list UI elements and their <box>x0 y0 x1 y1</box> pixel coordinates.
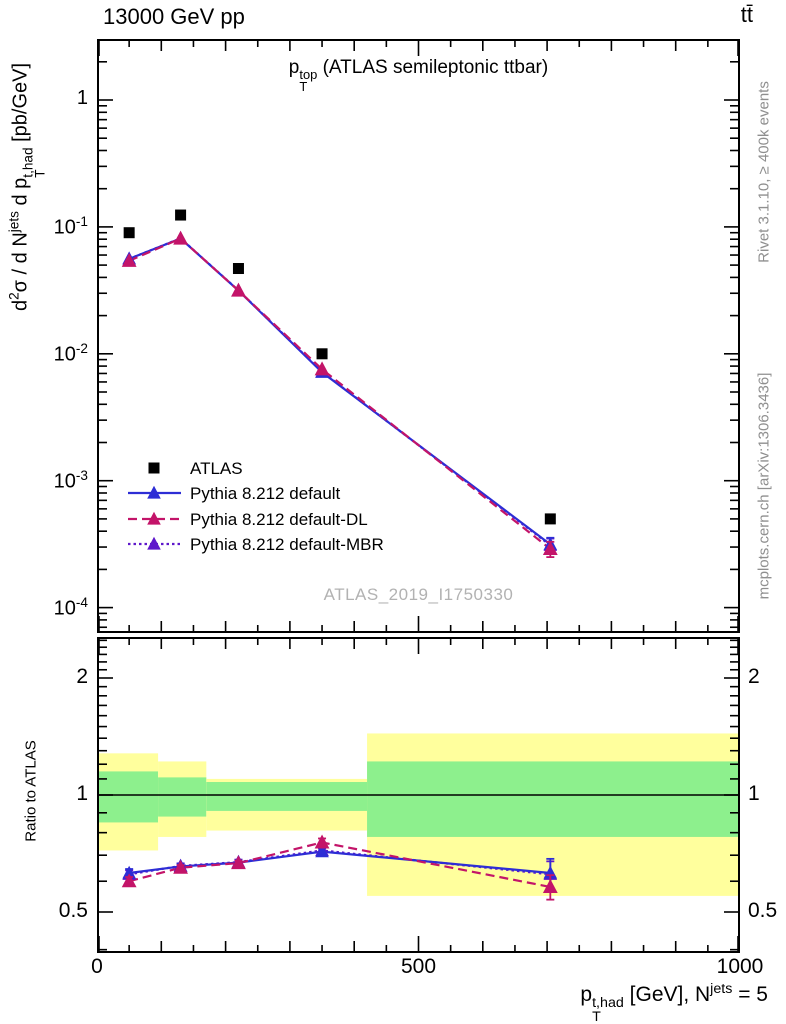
uncertainty-bands <box>97 733 740 896</box>
band-green <box>206 782 368 811</box>
ratio-plot-panel <box>97 637 740 953</box>
ratio-marker-pythia-8.212-default <box>315 844 329 858</box>
ratio-marker-pythia-8.212-default-dl <box>231 855 246 870</box>
legend-label: Pythia 8.212 default-DL <box>190 510 368 529</box>
ratio-ytick-label-right: 0.5 <box>748 899 778 922</box>
main-marker-pythia-8.212-default-dl <box>231 282 246 297</box>
main-marker-atlas <box>123 227 135 239</box>
ratio-marker-pythia-8.212-default-dl <box>314 834 330 849</box>
ratio-line-pythia-8.212-default-dl <box>128 841 551 889</box>
legend-label: Pythia 8.212 default-MBR <box>190 535 384 554</box>
main-plot-panel: ATLAS Pythia 8.212 default Pythia 8.212 de… <box>97 39 740 633</box>
ratio-ytick-label-right: 2 <box>748 665 760 688</box>
analysis-watermark: ATLAS_2019_I1750330 <box>323 585 514 604</box>
main-marker-pythia-8.212-default-dl <box>542 541 558 555</box>
main-y-ticks <box>99 60 738 629</box>
process-title: tt̄ <box>740 2 753 27</box>
main-ytick-label: 10-2 <box>53 340 88 366</box>
beam-energy-title: 13000 GeV pp <box>103 4 245 29</box>
ratio-y-ticks <box>99 639 738 951</box>
band-green <box>158 777 207 817</box>
main-marker-pythia-8.212-default-dl <box>173 230 188 245</box>
main-marker-atlas <box>316 348 328 360</box>
x-ticks <box>98 41 739 631</box>
ratio-ytick-label-left: 2 <box>76 665 88 688</box>
main-marker-atlas <box>544 513 556 525</box>
xtick-label: 500 <box>400 955 437 978</box>
ratio-y-axis-label: Ratio to ATLAS <box>22 740 40 842</box>
xtick-label: 0 <box>91 955 103 978</box>
plot-title: p top T (ATLAS semileptonic ttbar) <box>288 57 549 94</box>
main-marker-pythia-8.212-default-dl <box>314 361 330 376</box>
main-ytick-label: 10-4 <box>53 594 88 620</box>
legend-marker-triangle <box>147 511 161 525</box>
main-marker-atlas <box>175 209 187 221</box>
ratio-frame <box>97 637 740 953</box>
ratio-marker-pythia-8.212-default-dl <box>173 859 188 874</box>
band-green <box>97 771 159 823</box>
legend: ATLAS Pythia 8.212 default Pythia 8.212 de… <box>128 459 384 554</box>
ratio-marker-pythia-8.212-default-dl <box>121 873 137 888</box>
xtick-label: 1000 <box>716 955 764 978</box>
ratio-marker-pythia-8.212-default <box>122 865 136 879</box>
main-ytick-label: 10-1 <box>53 213 88 239</box>
ratio-plot-svg <box>97 637 740 953</box>
ratio-ytick-label-left: 0.5 <box>58 899 88 922</box>
legend-label: ATLAS <box>190 459 243 478</box>
ratio-marker-pythia-8.212-default-dl <box>542 879 558 894</box>
legend-marker-triangle <box>147 485 161 499</box>
main-ytick-label: 10-3 <box>53 467 88 493</box>
mcplots-reference-note: mcplots.cern.ch [arXiv:1306.3436] <box>755 372 773 600</box>
legend-marker-triangle <box>147 536 161 550</box>
band-green <box>367 761 740 837</box>
main-marker-atlas <box>232 263 244 275</box>
main-ytick-label: 1 <box>76 87 88 109</box>
main-plot-svg: ATLAS Pythia 8.212 default Pythia 8.212 de… <box>97 39 740 633</box>
main-frame <box>97 39 740 633</box>
x-axis-label: p t,had T [GeV], Njets = 5 <box>580 981 768 1024</box>
main-marker-pythia-8.212-default-dl <box>121 252 137 267</box>
ratio-ytick-label-right: 1 <box>748 782 760 805</box>
legend-label: Pythia 8.212 default <box>190 484 341 503</box>
legend-marker-square <box>148 462 160 474</box>
rivet-version-note: Rivet 3.1.10, ≥ 400k events <box>755 81 773 263</box>
ratio-ytick-label-left: 1 <box>76 782 88 805</box>
